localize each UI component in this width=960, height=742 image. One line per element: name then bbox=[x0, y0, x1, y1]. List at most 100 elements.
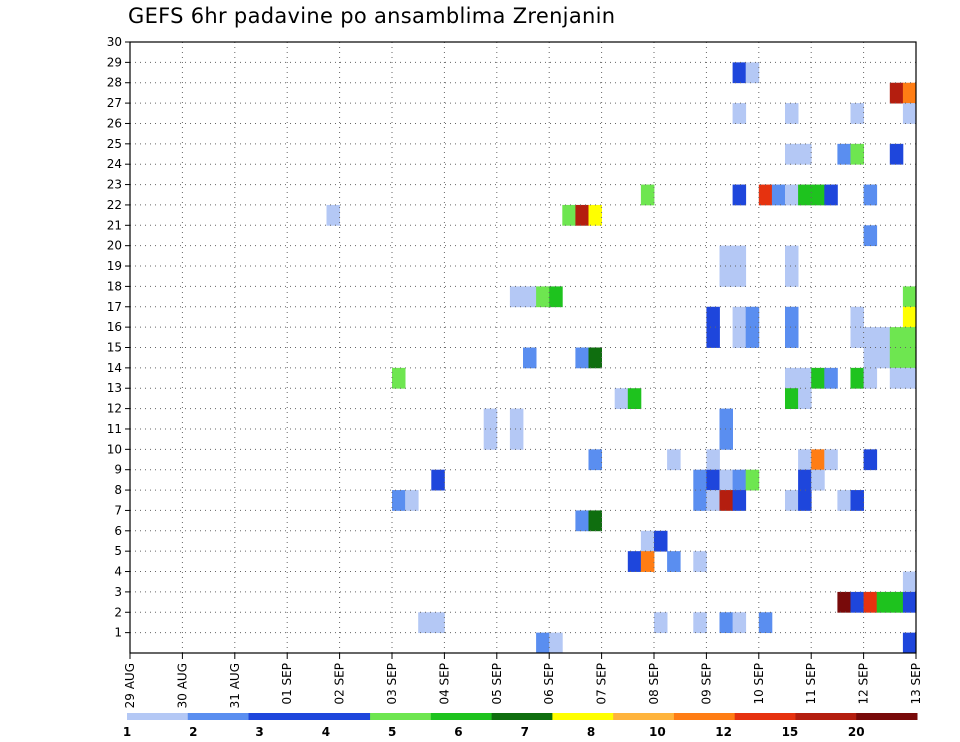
colorbar-label: 10 bbox=[649, 725, 666, 739]
data-cell bbox=[431, 469, 445, 491]
y-tick-label: 17 bbox=[107, 300, 122, 314]
data-cell bbox=[863, 184, 878, 206]
data-cell bbox=[509, 286, 524, 308]
data-cell bbox=[654, 530, 668, 552]
data-cell bbox=[785, 490, 799, 511]
data-cell bbox=[785, 367, 799, 389]
x-tick-label: 11 SEP bbox=[804, 663, 818, 705]
data-cell bbox=[758, 184, 773, 206]
data-cell bbox=[902, 571, 917, 593]
colorbar-label: 2 bbox=[189, 725, 197, 739]
data-cell bbox=[745, 469, 760, 491]
data-cell bbox=[483, 408, 498, 430]
y-tick-label: 4 bbox=[114, 565, 122, 579]
data-cell bbox=[824, 184, 838, 206]
data-cell bbox=[850, 103, 864, 124]
data-cell bbox=[876, 327, 891, 348]
data-cell bbox=[418, 612, 432, 634]
data-cell bbox=[785, 143, 799, 165]
colorbar-segment bbox=[491, 713, 553, 720]
y-tick-label: 25 bbox=[107, 137, 122, 151]
y-tick-label: 18 bbox=[107, 279, 122, 293]
data-cell bbox=[850, 143, 864, 165]
colorbar-segment bbox=[856, 713, 918, 720]
data-cell bbox=[850, 591, 864, 613]
y-tick-label: 7 bbox=[114, 503, 122, 517]
data-cell bbox=[392, 367, 406, 389]
data-cell bbox=[326, 204, 340, 226]
data-cell bbox=[509, 428, 524, 450]
data-cell bbox=[876, 347, 891, 369]
x-tick-label: 07 SEP bbox=[595, 663, 609, 705]
data-cell bbox=[549, 632, 563, 654]
data-cell bbox=[850, 490, 864, 511]
data-cell bbox=[902, 103, 917, 124]
data-cell bbox=[863, 327, 878, 348]
data-cell bbox=[902, 347, 917, 369]
data-cell bbox=[745, 306, 760, 328]
cells-layer bbox=[326, 62, 917, 654]
colorbar-segment bbox=[673, 713, 736, 720]
data-cell bbox=[863, 367, 878, 389]
y-tick-label: 28 bbox=[107, 76, 122, 90]
data-cell bbox=[732, 327, 747, 348]
data-cell bbox=[732, 490, 747, 511]
data-cell bbox=[732, 62, 747, 84]
colorbar-segment bbox=[795, 713, 857, 720]
axis-layer: 1234567891011121314151617181920212223242… bbox=[107, 35, 923, 708]
y-tick-label: 5 bbox=[114, 544, 122, 558]
data-cell bbox=[431, 612, 445, 634]
grid-layer bbox=[130, 42, 916, 653]
data-cell bbox=[706, 449, 720, 471]
y-tick-label: 9 bbox=[114, 463, 122, 477]
y-tick-label: 6 bbox=[114, 524, 122, 538]
y-tick-label: 29 bbox=[107, 55, 122, 69]
y-tick-label: 15 bbox=[107, 341, 122, 355]
data-cell bbox=[785, 245, 799, 267]
data-cell bbox=[588, 449, 602, 471]
data-cell bbox=[758, 612, 773, 634]
data-cell bbox=[798, 184, 812, 206]
data-cell bbox=[889, 347, 904, 369]
data-cell bbox=[693, 469, 707, 491]
x-tick-label: 12 SEP bbox=[857, 663, 871, 705]
colorbar-label: 8 bbox=[587, 725, 595, 739]
data-cell bbox=[889, 327, 904, 348]
data-cell bbox=[719, 266, 733, 287]
data-cell bbox=[523, 347, 537, 369]
x-tick-label: 31 AUG bbox=[228, 663, 242, 708]
data-cell bbox=[798, 469, 812, 491]
data-cell bbox=[654, 612, 668, 634]
y-tick-label: 16 bbox=[107, 320, 122, 334]
data-cell bbox=[549, 286, 563, 308]
data-cell bbox=[798, 490, 812, 511]
data-cell bbox=[902, 367, 917, 389]
y-tick-label: 30 bbox=[107, 35, 122, 49]
data-cell bbox=[706, 327, 720, 348]
data-cell bbox=[627, 388, 642, 409]
y-tick-label: 27 bbox=[107, 96, 122, 110]
x-tick-label: 04 SEP bbox=[437, 663, 451, 705]
data-cell bbox=[588, 204, 602, 226]
x-tick-label: 09 SEP bbox=[699, 663, 713, 705]
data-cell bbox=[745, 62, 760, 84]
data-cell bbox=[850, 327, 864, 348]
colorbar-label: 20 bbox=[848, 725, 865, 739]
data-cell bbox=[811, 469, 825, 491]
x-tick-label: 01 SEP bbox=[280, 663, 294, 705]
data-cell bbox=[798, 367, 812, 389]
data-cell bbox=[719, 490, 733, 511]
y-tick-label: 19 bbox=[107, 259, 122, 273]
colorbar-label: 12 bbox=[715, 725, 732, 739]
data-cell bbox=[798, 449, 812, 471]
data-cell bbox=[863, 449, 878, 471]
data-cell bbox=[667, 551, 681, 572]
y-tick-label: 13 bbox=[107, 381, 122, 395]
data-cell bbox=[785, 306, 799, 328]
data-cell bbox=[811, 367, 825, 389]
data-cell bbox=[732, 184, 747, 206]
x-tick-label: 05 SEP bbox=[490, 663, 504, 705]
data-cell bbox=[523, 286, 537, 308]
data-cell bbox=[824, 367, 838, 389]
colorbar-label: 7 bbox=[521, 725, 529, 739]
